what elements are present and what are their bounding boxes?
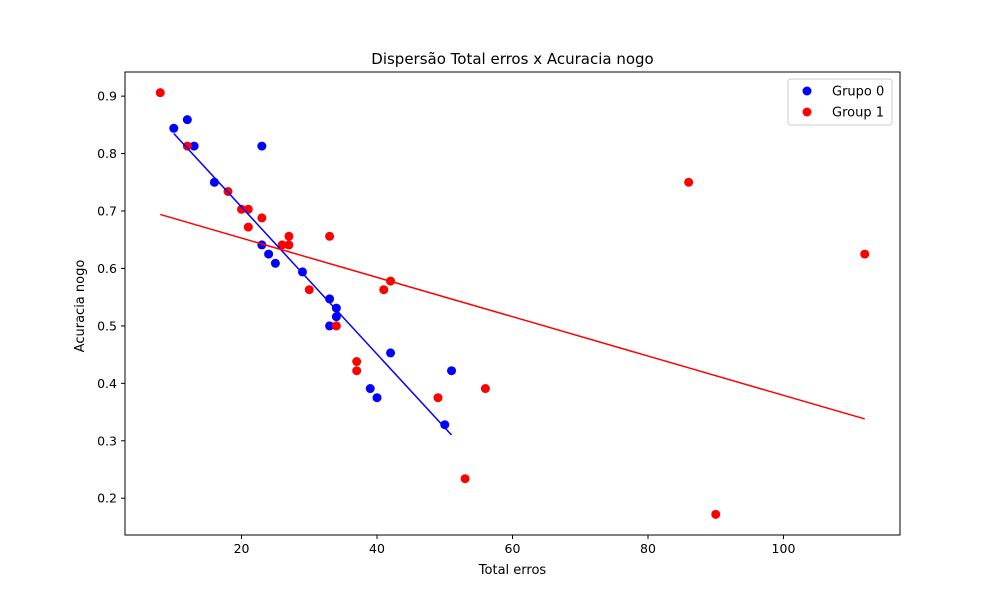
series-1-point-5 [243, 222, 253, 232]
x-axis-label: Total erros [478, 563, 547, 578]
legend-marker-0 [802, 86, 812, 96]
x-tick-label: 80 [640, 541, 656, 556]
series-0-point-17 [447, 366, 457, 376]
y-tick-label: 0.5 [97, 318, 117, 333]
series-1-point-13 [352, 357, 362, 367]
series-1-point-12 [331, 321, 341, 331]
series-1-point-7 [277, 240, 287, 250]
series-1-point-14 [352, 366, 362, 376]
x-tick-label: 40 [369, 541, 385, 556]
series-0-point-10 [331, 303, 341, 313]
series-1-point-6 [257, 213, 267, 223]
y-tick-label: 0.2 [97, 491, 117, 506]
series-1-point-8 [284, 231, 294, 241]
series-0-point-2 [189, 141, 199, 151]
legend-marker-1 [802, 107, 812, 117]
y-tick-label: 0.6 [97, 261, 117, 276]
series-0-point-11 [331, 312, 341, 322]
series-0-point-15 [386, 348, 396, 358]
legend: Grupo 0 Group 1 [787, 78, 893, 126]
series-1-point-22 [860, 249, 870, 259]
series-1-point-21 [711, 509, 721, 519]
y-tick-label: 0.7 [97, 204, 117, 219]
series-1-point-10 [304, 285, 314, 295]
series-1-point-15 [379, 285, 389, 295]
series-0-point-13 [365, 384, 375, 394]
x-tick-label: 60 [505, 541, 521, 556]
series-1-point-9 [284, 240, 294, 250]
series-0-point-4 [257, 141, 267, 151]
legend-label-0: Grupo 0 [832, 85, 884, 100]
series-1-point-3 [237, 204, 247, 214]
series-1-point-4 [243, 204, 253, 214]
series-0-point-6 [264, 249, 274, 259]
series-0-point-7 [270, 258, 280, 268]
legend-label-1: Group 1 [832, 106, 884, 121]
series-1-point-19 [480, 384, 490, 394]
y-tick-label: 0.3 [97, 433, 117, 448]
series-1-point-0 [155, 88, 165, 98]
series-0-point-3 [209, 177, 219, 187]
y-axis-label: Acuracia nogo [73, 260, 88, 353]
x-tick-label: 100 [772, 541, 796, 556]
series-1-point-1 [182, 141, 192, 151]
series-0-point-12 [325, 321, 335, 331]
series-1-point-17 [433, 393, 443, 403]
series-0-point-14 [372, 393, 382, 403]
series-0-point-16 [440, 420, 450, 430]
y-tick-label: 0.4 [97, 376, 117, 391]
series-1-point-20 [684, 177, 694, 187]
legend-box [787, 78, 893, 126]
y-tick-label: 0.8 [97, 146, 117, 161]
series-1-fit-line [160, 213, 865, 420]
chart-title: Dispersão Total erros x Acuracia nogo [371, 50, 653, 68]
series-0-point-0 [169, 123, 179, 133]
series-1-point-11 [325, 231, 335, 241]
series-1-point-18 [460, 474, 470, 484]
y-tick-label: 0.9 [97, 89, 117, 104]
series-0-point-8 [297, 267, 307, 277]
series-0-point-1 [182, 115, 192, 125]
series-0-fit-line [173, 132, 453, 436]
x-tick-label: 20 [234, 541, 250, 556]
